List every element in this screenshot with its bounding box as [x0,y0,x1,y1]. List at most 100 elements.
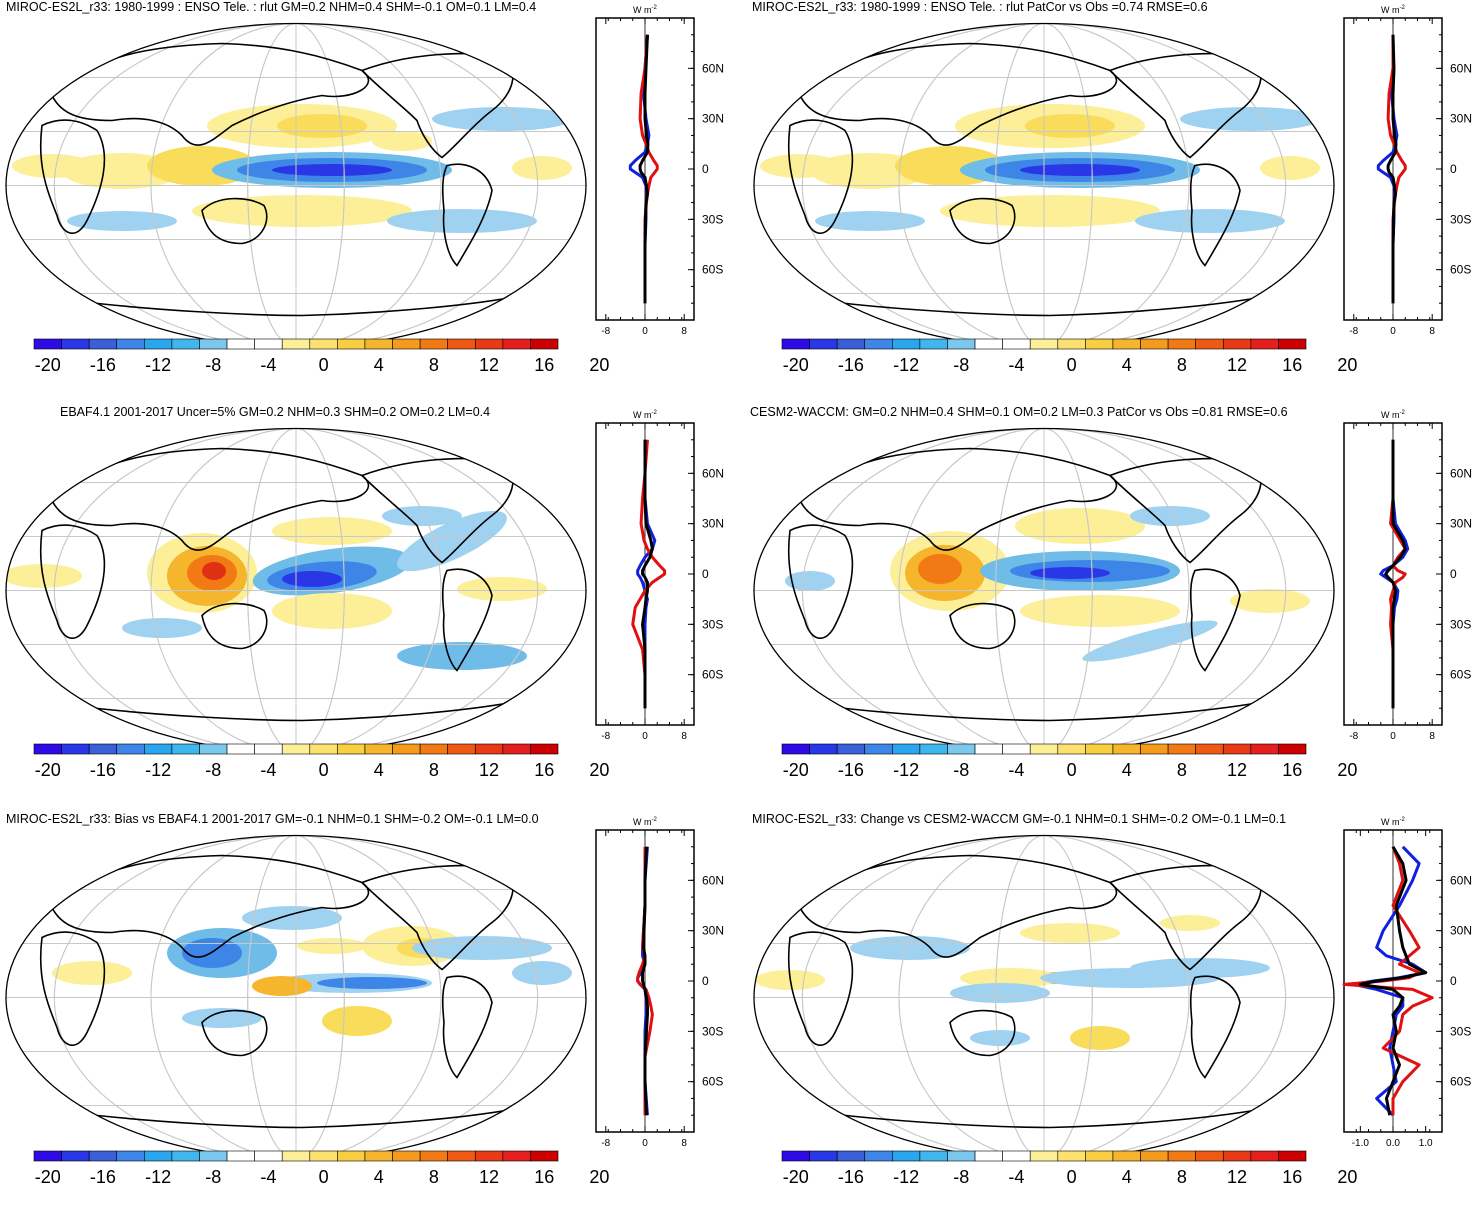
lat-tick-label: 30S [1450,212,1471,226]
lat-tick-label: 30N [1450,112,1472,126]
colorbar-swatch [419,338,448,350]
colorbar-swatch [144,743,173,755]
colorbar [33,1150,559,1162]
colorbar-swatch [33,338,62,350]
map-field [754,835,1334,1160]
coastline [819,699,1271,722]
x-tick-label: -1.0 [1352,1138,1370,1149]
longitude-line [801,428,1287,753]
zonal-profile: W m-2 -1.0 0.0 1.0 60N 30N 0 30S 60S [1342,817,1472,1149]
colorbar-swatch [254,743,283,755]
anomaly-patch [1130,506,1210,526]
longitude-line [801,23,1287,348]
profile-line-black [1358,846,1428,1116]
colorbar-swatch [447,1150,476,1162]
lat-tick-label: 30S [702,617,723,631]
colorbar-swatch [781,743,810,755]
colorbar-swatch [1140,743,1169,755]
coastline [1108,457,1262,564]
colorbar-label: -4 [1008,760,1025,780]
anomaly-patch [52,961,132,985]
colorbar-label: -8 [205,1167,222,1187]
colorbar-swatch [809,338,838,350]
colorbar-swatch [947,1150,976,1162]
coastline [51,447,370,551]
colorbar-label: 0 [1066,760,1077,780]
lat-tick-label: 30N [1450,924,1472,938]
colorbar-swatch [364,1150,393,1162]
x-tick-label: 0.0 [1386,1138,1400,1149]
map-field [6,23,586,348]
colorbar-swatch [226,743,255,755]
colorbar-swatch [144,1150,173,1162]
map-field [754,428,1334,753]
colorbar-swatch [947,338,976,350]
panel-title: MIROC-ES2L_r33: 1980-1999 : ENSO Tele. :… [752,0,1208,14]
world-map [753,834,1335,1161]
panel-6: MIROC-ES2L_r33: Change vs CESM2-WACCM GM… [748,812,1483,1207]
colorbar-swatch [781,1150,810,1162]
colorbar-swatch [281,338,311,350]
colorbar-swatch [892,743,921,755]
units-label: W m-2 [633,5,657,15]
colorbar-label: 8 [428,1167,439,1187]
longitude-line [53,428,539,753]
coastline [799,42,1118,146]
x-tick-label: 0 [1390,326,1396,337]
colorbar-swatch [281,743,311,755]
colorbar [781,743,1307,755]
colorbar-swatch [1002,338,1031,350]
colorbar-swatch [530,338,559,350]
lat-tick-label: 0 [702,974,709,988]
colorbar-swatch [1278,1150,1307,1162]
colorbar-label: 0 [318,1167,329,1187]
units-label: W m-2 [633,817,657,827]
colorbar-swatch [364,743,393,755]
panel-3: EBAF4.1 2001-2017 Uncer=5% GM=0.2 NHM=0.… [0,405,741,800]
colorbar-swatch [1112,338,1141,350]
colorbar-label: 4 [373,760,384,780]
colorbar [781,1150,1307,1162]
colorbar-swatch [892,1150,921,1162]
zonal-profile: W m-2 -8 0 8 60N 30N 0 30S 60S [1343,410,1472,742]
lat-tick-label: 30N [702,924,724,938]
lat-tick-label: 30N [1450,517,1472,531]
lat-tick-label: 60N [702,873,724,887]
zonal-profile: W m-2 -8 0 8 60N 30N 0 30S 60S [595,817,724,1149]
colorbar-label: -8 [953,1167,970,1187]
lat-tick-label: 60S [702,1075,723,1089]
colorbar-swatch [116,338,145,350]
colorbar [33,338,559,350]
colorbar-label: 20 [589,1167,610,1187]
colorbar-label: 0 [318,355,329,375]
anomaly-patch [1130,958,1270,978]
colorbar-label: 4 [1121,760,1132,780]
profile-line-black [1386,34,1398,304]
colorbar-swatch [974,1150,1003,1162]
panel-title: MIROC-ES2L_r33: 1980-1999 : ENSO Tele. :… [6,0,537,14]
anomaly-patch [457,577,547,601]
profile-line-red [1386,34,1407,304]
coastline [1189,975,1241,1079]
colorbar-swatch [1167,338,1196,350]
lat-tick-label: 60S [1450,263,1471,277]
colorbar-swatch [502,743,531,755]
x-tick-label: 8 [1429,731,1435,742]
colorbar-swatch [474,1150,504,1162]
colorbar [33,743,559,755]
coastline [71,699,523,722]
colorbar-swatch [1167,1150,1196,1162]
longitude-line [995,428,1093,753]
panel-1: MIROC-ES2L_r33: 1980-1999 : ENSO Tele. :… [0,0,741,395]
longitude-line [247,23,345,348]
lat-tick-label: 60N [1450,61,1472,75]
colorbar-swatch [809,1150,838,1162]
coastline [787,931,854,1046]
colorbar-swatch [781,338,810,350]
units-label: W m-2 [633,410,657,420]
colorbar-label: -16 [89,760,116,780]
coastline [360,864,514,971]
zonal-profile: W m-2 -8 0 8 60N 30N 0 30S 60S [1343,5,1472,337]
units-exponent: -2 [1400,5,1406,11]
colorbar-swatch [1250,743,1279,755]
